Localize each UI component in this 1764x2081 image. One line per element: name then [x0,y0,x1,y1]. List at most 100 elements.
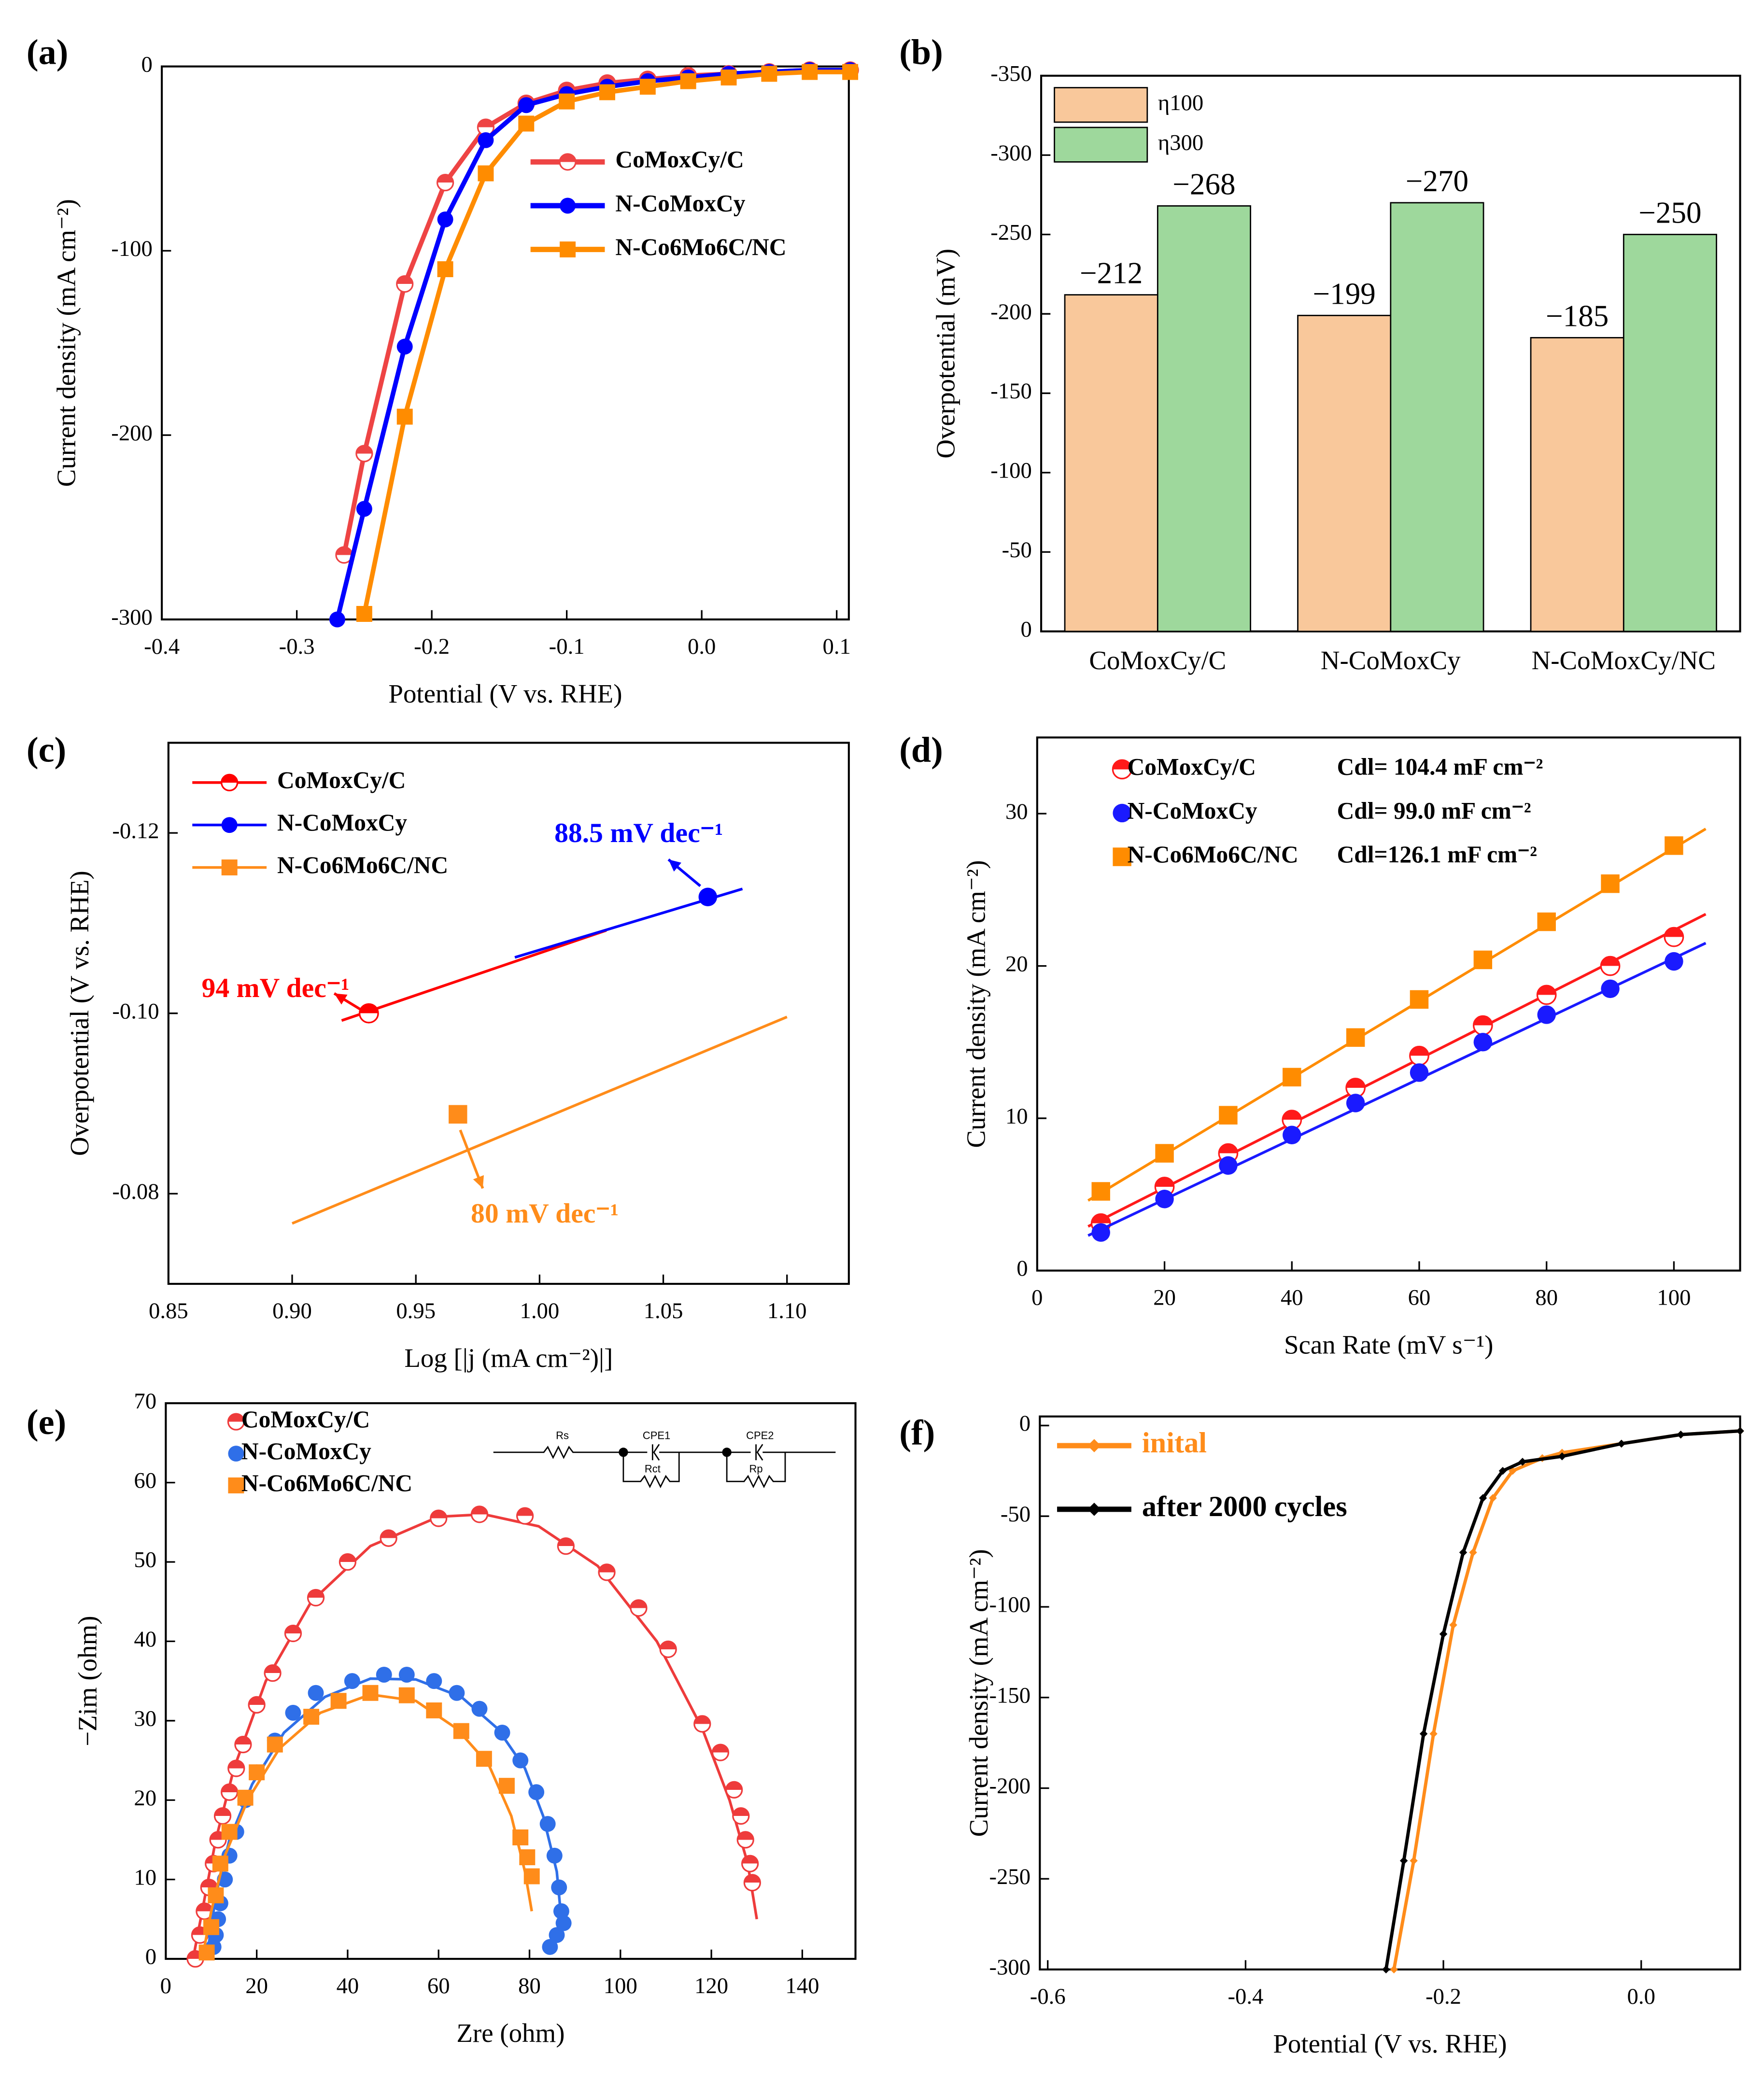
y-axis-label: Current density (mA cm⁻²) [964,1549,993,1837]
marker [267,1736,283,1753]
marker [736,1831,754,1849]
marker [356,606,372,622]
marker [1283,1125,1301,1144]
circuit-node [619,1448,628,1457]
marker [437,211,453,227]
arrow-head [473,1175,484,1189]
marker [330,1693,347,1709]
annotation: 88.5 mV dec⁻¹ [554,818,723,848]
legend-swatch [1054,87,1148,123]
circuit-label: Rct [645,1462,661,1475]
y-tick-label: 0 [1021,617,1032,642]
marker [396,408,413,425]
panel-label: (c) [27,730,66,770]
y-tick-label: -0.08 [112,1179,159,1204]
marker [516,1507,534,1525]
marker [1489,1494,1497,1502]
panel-label: (e) [27,1403,66,1442]
y-tick-label: 50 [134,1547,156,1573]
marker [560,241,576,258]
marker [1419,1729,1428,1738]
line [1392,1429,1740,1970]
marker [1113,847,1131,866]
x-axis-label: Log [|j (mA cm⁻²)|] [404,1343,613,1373]
y-tick-label: 0 [145,1944,156,1969]
y-tick-label: 20 [134,1786,156,1811]
data-label: −270 [1406,164,1468,198]
marker [221,1783,239,1801]
marker [1410,1856,1418,1865]
marker [551,1879,567,1896]
marker [471,1701,488,1717]
marker [449,1105,467,1124]
marker [559,153,577,171]
marker [437,261,453,278]
marker [308,1685,324,1701]
marker [1537,912,1556,931]
marker [398,1687,415,1703]
legend-label: N-CoMoxCy [1128,797,1257,824]
y-tick-label: -100 [990,458,1032,483]
marker [741,1855,759,1872]
marker [553,1903,569,1919]
plot-frame [165,1402,857,1960]
y-axis-label: Current density (mA cm⁻²) [51,199,81,487]
marker [1410,990,1429,1009]
plot-frame [167,742,850,1285]
marker [725,1781,743,1799]
marker [221,1824,238,1840]
marker [1600,956,1621,976]
circuit-label: CPE2 [746,1430,774,1442]
marker [1346,1094,1365,1112]
marker [630,1599,648,1617]
marker [842,64,859,80]
x-tick-label: 100 [604,1973,637,1998]
marker [1664,927,1684,947]
marker [476,1751,492,1767]
annotation: 80 mV dec⁻¹ [471,1198,619,1229]
x-axis-label: Potential (V vs. RHE) [1273,2029,1507,2058]
panel-label: (d) [899,730,943,770]
legend-label: N-CoMoxCy [241,1438,371,1464]
arrow-head [668,859,681,872]
marker [1601,874,1620,893]
marker [1346,1028,1365,1047]
marker [285,1704,301,1721]
legend-label: N-Co6Mo6C/NC [1128,841,1298,868]
marker [1665,836,1683,855]
marker [1498,1467,1507,1475]
marker [307,1589,325,1607]
y-tick-label: -200 [990,299,1032,324]
marker [598,1563,616,1581]
marker [1399,1856,1408,1865]
marker [221,773,239,791]
x-tick-label: 80 [1535,1285,1558,1310]
x-tick-label: -0.2 [414,634,450,659]
marker [720,70,737,85]
y-tick-label: -50 [1002,537,1032,562]
marker [519,1849,536,1866]
marker [539,1816,556,1832]
x-axis-label: Potential (V vs. RHE) [388,679,622,708]
marker [1390,1965,1398,1974]
legend-note: Cdl=126.1 mF cm⁻² [1337,841,1538,868]
circuit-wire [493,1444,836,1489]
data-label: −268 [1172,168,1235,201]
marker [436,174,454,192]
marker [478,165,494,182]
marker [1091,1223,1110,1242]
marker [1283,1068,1301,1087]
bar [1530,337,1624,633]
y-tick-label: 30 [134,1706,156,1731]
x-tick-label: 0 [160,1973,171,1998]
x-tick-label: 1.05 [644,1298,683,1323]
x-tick-label: 1.00 [520,1298,560,1323]
marker [1439,1630,1448,1638]
marker [426,1673,442,1689]
y-axis-label: −Zim (ohm) [72,1616,102,1746]
marker [344,1673,360,1689]
marker [208,1887,224,1903]
y-axis-label: Overpotential (V vs. RHE) [65,871,94,1156]
y-tick-label: 10 [1005,1104,1028,1129]
